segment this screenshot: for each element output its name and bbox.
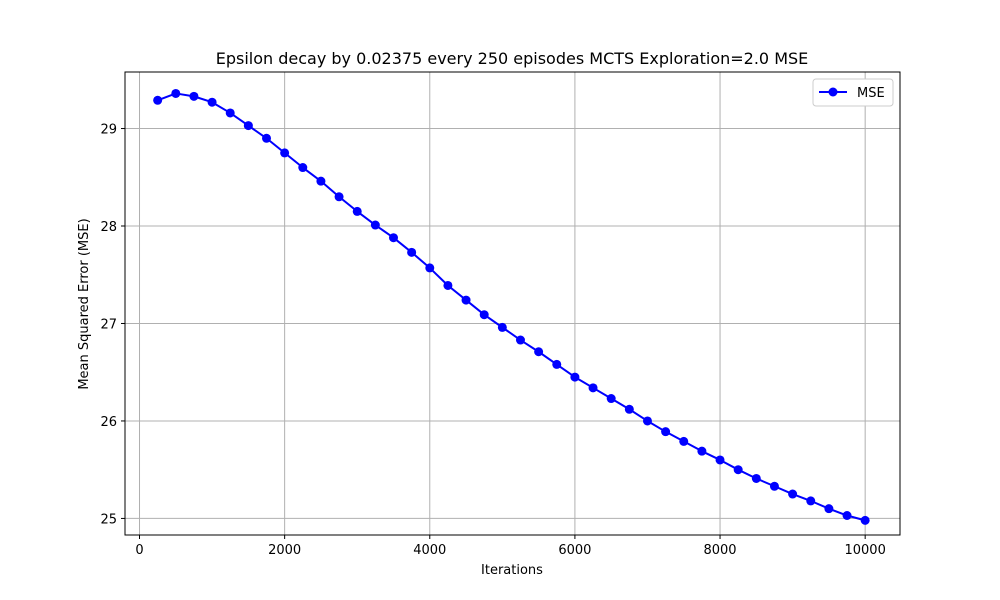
data-point <box>334 192 344 202</box>
data-point <box>715 455 725 465</box>
data-point <box>280 148 290 158</box>
y-tick-label: 29 <box>100 123 117 138</box>
data-point <box>407 247 417 257</box>
x-tick-label: 6000 <box>558 543 591 558</box>
data-point <box>461 295 471 305</box>
data-point <box>534 347 544 357</box>
y-tick-label: 26 <box>100 415 117 430</box>
data-point <box>370 220 380 230</box>
x-tick-label: 4000 <box>413 543 446 558</box>
data-point <box>588 383 598 393</box>
data-point <box>806 496 816 506</box>
series-line <box>157 92 866 522</box>
data-point <box>479 310 489 320</box>
data-point <box>171 88 181 98</box>
x-tick-label: 0 <box>135 543 143 558</box>
legend-label: MSE <box>857 86 885 101</box>
data-point <box>352 206 362 216</box>
data-point <box>388 233 398 243</box>
data-point <box>842 511 852 521</box>
data-point <box>661 427 671 437</box>
data-point <box>570 372 580 382</box>
x-tick-label: 10000 <box>844 543 885 558</box>
data-point <box>153 95 163 105</box>
x-tick-label: 2000 <box>268 543 301 558</box>
data-point <box>606 394 616 404</box>
data-point <box>679 436 689 446</box>
legend-marker <box>828 87 838 97</box>
x-axis-label: Iterations <box>481 563 543 578</box>
data-point <box>860 515 870 525</box>
data-point <box>824 504 834 514</box>
data-point <box>425 263 435 273</box>
y-tick-label: 28 <box>100 220 117 235</box>
data-point <box>642 416 652 426</box>
legend-box <box>812 78 894 107</box>
data-point <box>769 481 779 491</box>
grid <box>125 72 900 535</box>
data-point <box>497 322 507 332</box>
data-point <box>189 91 199 101</box>
y-axis-label: Mean Squared Error (MSE) <box>77 218 92 389</box>
data-point <box>243 121 253 131</box>
x-tick-label: 8000 <box>703 543 736 558</box>
data-point <box>751 473 761 483</box>
data-point <box>697 446 707 456</box>
data-point <box>624 404 634 414</box>
data-point <box>552 359 562 369</box>
y-axis: 25 26 27 28 29 <box>100 123 125 527</box>
chart-title: Epsilon decay by 0.02375 every 250 episo… <box>216 49 809 68</box>
data-point <box>298 163 308 173</box>
x-axis: 0 2000 4000 6000 8000 10000 <box>135 535 886 558</box>
data-point <box>225 108 235 118</box>
y-tick-label: 25 <box>100 512 117 527</box>
data-point <box>207 97 217 107</box>
data-point <box>443 280 453 290</box>
data-point <box>316 176 326 186</box>
legend: MSE <box>812 78 894 107</box>
data-point <box>733 465 743 475</box>
y-tick-label: 27 <box>100 317 117 332</box>
data-point <box>515 335 525 345</box>
plot-frame <box>124 71 901 536</box>
series-layer <box>153 88 870 525</box>
data-point <box>262 133 272 143</box>
data-point <box>788 489 798 499</box>
